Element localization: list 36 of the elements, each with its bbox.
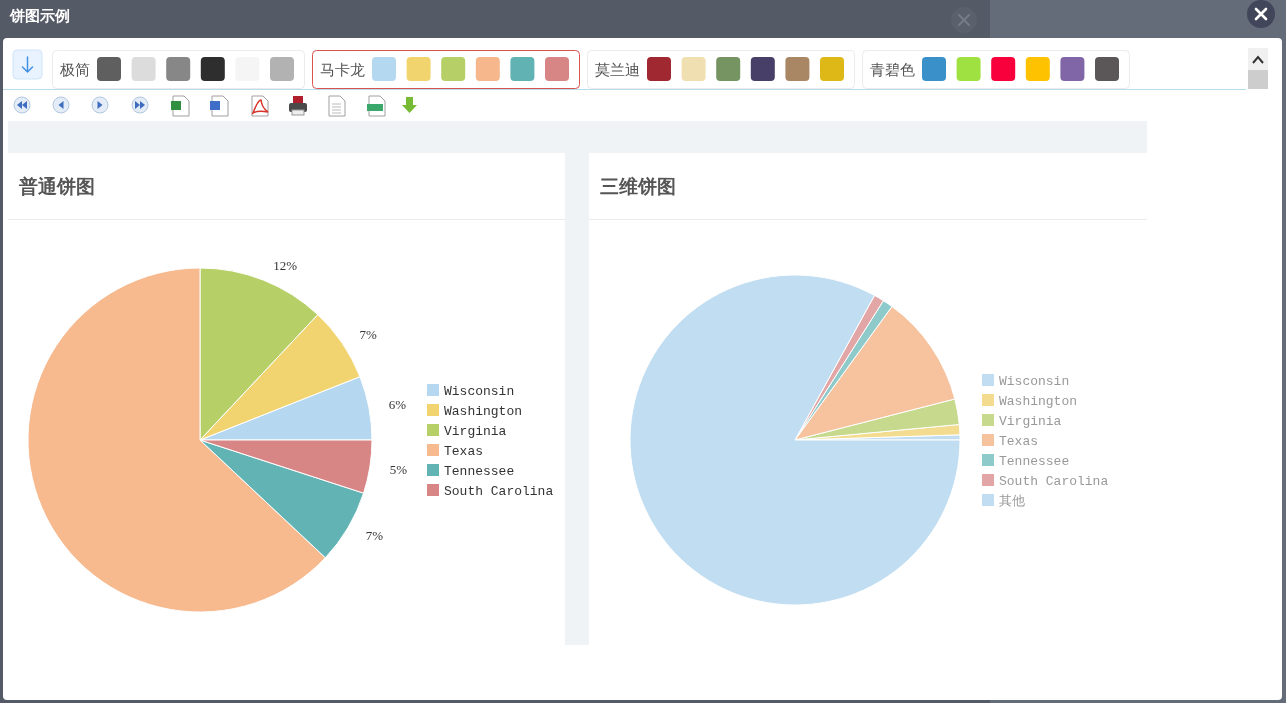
legend-item: Virginia bbox=[982, 413, 1062, 429]
legend-label: Virginia bbox=[444, 423, 507, 439]
data-label: 7% bbox=[365, 528, 384, 544]
text: 莫兰迪 bbox=[595, 61, 640, 78]
legend-item: Washington bbox=[427, 403, 522, 419]
legend-item: Texas bbox=[427, 443, 483, 459]
text: 极简 bbox=[59, 61, 90, 78]
data-label: 7% bbox=[359, 326, 377, 342]
legend-item: Wisconsin bbox=[982, 373, 1070, 389]
text: 马卡龙 bbox=[320, 61, 365, 78]
legend-label: Tennessee bbox=[444, 463, 515, 479]
chart-title: 三维饼图 bbox=[600, 176, 676, 197]
data-label: 6% bbox=[388, 397, 407, 413]
data-label: 12% bbox=[273, 257, 298, 273]
legend-item: Virginia bbox=[427, 423, 507, 439]
legend-item: Tennessee bbox=[982, 453, 1070, 469]
legend-label: Washington bbox=[444, 403, 523, 419]
text: 青碧色 bbox=[870, 61, 915, 78]
legend-label: Wisconsin bbox=[999, 373, 1070, 389]
legend-label: Texas bbox=[444, 443, 484, 459]
legend-label: Virginia bbox=[999, 413, 1062, 429]
legend-item: South Carolina bbox=[427, 483, 554, 499]
legend-label: Washington bbox=[999, 393, 1078, 409]
legend-item: 其他 bbox=[982, 493, 1025, 509]
legend-item: Washington bbox=[982, 393, 1077, 409]
legend-item: Tennessee bbox=[427, 463, 515, 479]
legend-item: Wisconsin bbox=[427, 383, 515, 399]
legend-label: 其他 bbox=[999, 493, 1025, 509]
legend-label: Tennessee bbox=[999, 453, 1070, 469]
legend-item: Texas bbox=[982, 433, 1038, 449]
text: 饼图示例 bbox=[9, 7, 70, 24]
chart-title: 普通饼图 bbox=[18, 176, 95, 197]
legend-label: Wisconsin bbox=[444, 383, 515, 399]
data-label: 5% bbox=[389, 461, 408, 477]
legend-label: Texas bbox=[999, 433, 1039, 449]
legend-item: South Carolina bbox=[982, 473, 1109, 489]
